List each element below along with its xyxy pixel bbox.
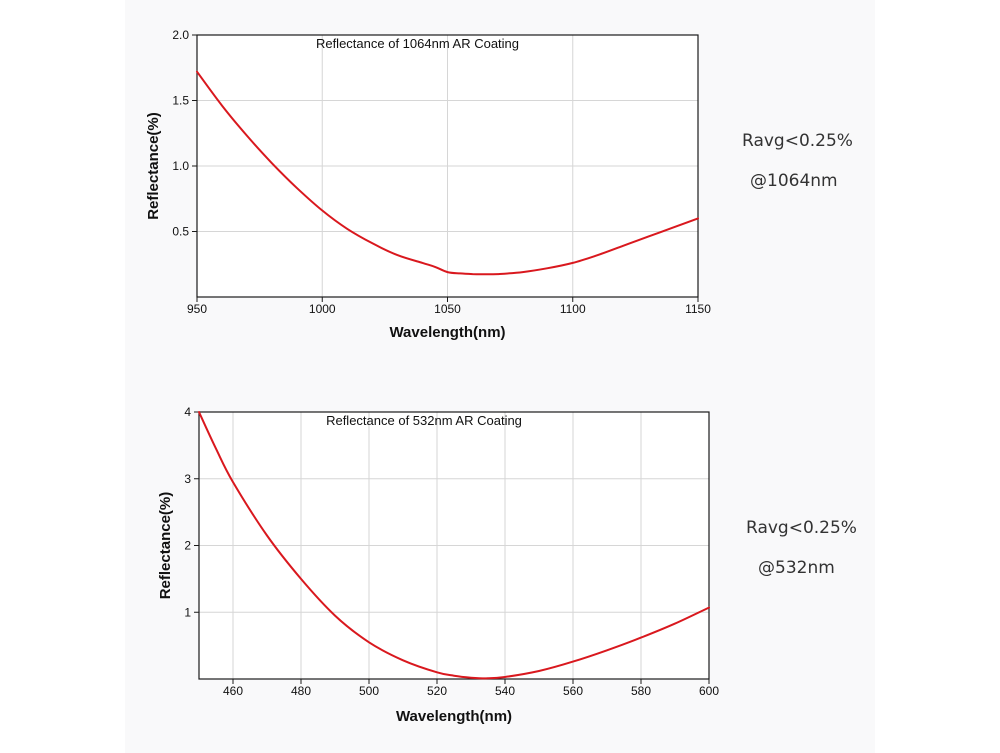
y-tick-label-1: 1.0 (172, 159, 189, 173)
x-tick-label-500: 500 (359, 684, 379, 698)
series-line-0 (196, 70, 699, 276)
x-tick-label-580: 580 (631, 684, 651, 698)
y-tick-label-0: 1 (184, 605, 191, 619)
chart2-annotation-line1: Ravg<0.25% (746, 518, 857, 538)
x-tick-label-1150: 1150 (685, 302, 711, 316)
y-tick-label-2: 3 (184, 472, 191, 486)
chart-title: Reflectance of 1064nm AR Coating (316, 36, 519, 51)
x-axis-label: Wavelength(nm) (389, 324, 505, 341)
x-tick-label-950: 950 (187, 302, 207, 316)
x-tick-label-1100: 1100 (560, 302, 586, 316)
chart-1: 950 1000 1050 1100 1150 0.5 1.0 1.5 2.0 Reflectan… (145, 28, 711, 341)
x-tick-label-560: 560 (563, 684, 583, 698)
series-line-0 (198, 411, 710, 680)
chart2-annotation-line2: @532nm (758, 558, 835, 578)
x-tick-label-520: 520 (427, 684, 447, 698)
x-tick-label-1050: 1050 (434, 302, 461, 316)
x-tick-label-480: 480 (291, 684, 311, 698)
x-tick-label-600: 600 (699, 684, 719, 698)
y-tick-label-0: 0.5 (172, 225, 189, 239)
y-tick-label-1: 2 (184, 539, 191, 553)
chart-title: Reflectance of 532nm AR Coating (326, 413, 522, 428)
y-tick-label-3: 4 (184, 405, 191, 419)
y-axis-label: Reflectance(%) (157, 492, 174, 600)
y-tick-label-3: 2.0 (172, 28, 189, 42)
y-axis-label: Reflectance(%) (145, 112, 162, 220)
x-tick-label-540: 540 (495, 684, 515, 698)
x-axis-label: Wavelength(nm) (396, 708, 512, 725)
y-tick-label-2: 1.5 (172, 94, 189, 108)
x-tick-label-460: 460 (223, 684, 243, 698)
chart1-annotation-line2: @1064nm (750, 171, 838, 191)
chart-2: 460 480 500 520 540 560 580 600 1 2 3 4 Reflectance … (157, 405, 719, 725)
chart1-annotation-line1: Ravg<0.25% (742, 131, 853, 151)
x-tick-label-1000: 1000 (309, 302, 336, 316)
